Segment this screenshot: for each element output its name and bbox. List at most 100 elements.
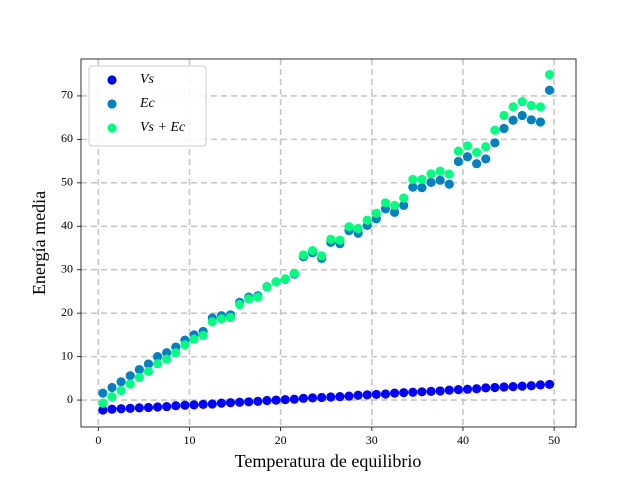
point — [125, 403, 135, 413]
point — [399, 193, 409, 203]
point — [189, 334, 199, 344]
point — [162, 348, 172, 358]
point — [107, 391, 117, 402]
point — [526, 100, 536, 111]
point — [426, 177, 436, 187]
point — [490, 382, 500, 393]
point — [444, 169, 454, 179]
point — [225, 398, 236, 408]
point — [435, 166, 445, 176]
point — [371, 389, 381, 400]
point — [216, 314, 226, 324]
point — [472, 384, 482, 394]
point — [481, 154, 491, 164]
x-tick-label: 20 — [275, 433, 287, 447]
point — [326, 234, 336, 244]
legend-marker — [107, 123, 117, 133]
legend-label: Vs + Ec — [140, 120, 186, 135]
point — [544, 379, 555, 390]
point — [371, 208, 381, 218]
point — [116, 385, 126, 396]
point — [262, 282, 272, 292]
legend-marker — [107, 99, 117, 109]
point — [481, 142, 491, 152]
point — [289, 394, 299, 404]
y-tick-label: 30 — [61, 261, 73, 275]
point — [335, 235, 345, 245]
point — [298, 250, 309, 260]
point — [453, 156, 464, 167]
point — [207, 317, 217, 327]
point — [180, 340, 190, 350]
y-tick-label: 70 — [61, 88, 73, 102]
point — [362, 215, 372, 225]
x-tick-label: 30 — [366, 433, 378, 447]
point — [353, 390, 363, 400]
legend-box — [88, 65, 207, 147]
point — [307, 393, 318, 403]
point — [244, 397, 254, 407]
point — [453, 146, 464, 156]
y-tick-label: 20 — [61, 305, 73, 319]
x-axis-label: Temperatura de equilibrio — [235, 451, 422, 471]
point — [472, 159, 482, 169]
point — [462, 384, 473, 394]
point — [253, 396, 263, 406]
point — [262, 395, 272, 406]
point — [481, 383, 491, 393]
point — [399, 200, 409, 211]
point — [171, 348, 181, 358]
y-tick-label: 10 — [61, 348, 73, 362]
point — [280, 395, 290, 405]
point — [180, 400, 190, 410]
y-tick-label: 0 — [67, 392, 73, 406]
point — [462, 141, 473, 151]
point — [389, 388, 400, 398]
point — [417, 174, 427, 184]
point — [198, 399, 208, 410]
point — [98, 388, 108, 398]
legend-label: Vs — [140, 72, 155, 87]
point — [152, 352, 163, 362]
point — [544, 85, 555, 95]
point — [98, 398, 108, 408]
point — [526, 381, 536, 391]
point — [444, 179, 454, 189]
point — [253, 292, 263, 302]
point — [225, 312, 236, 323]
point — [508, 381, 518, 392]
x-tick-label: 10 — [183, 433, 195, 447]
point — [335, 391, 345, 402]
y-tick-label: 50 — [61, 175, 73, 189]
point — [535, 380, 546, 390]
point — [435, 175, 445, 185]
y-axis-label: Energía media — [29, 191, 49, 295]
legend-label: Ec — [139, 96, 156, 111]
point — [244, 294, 254, 304]
point — [171, 401, 181, 411]
x-tick-label: 0 — [95, 433, 101, 447]
point — [189, 400, 199, 410]
point — [134, 365, 144, 375]
point — [235, 299, 245, 310]
point — [462, 152, 473, 162]
point — [143, 366, 154, 376]
point — [426, 386, 436, 396]
point — [353, 223, 363, 234]
point — [408, 387, 418, 397]
point — [116, 404, 126, 414]
point — [235, 397, 245, 407]
point — [362, 390, 372, 400]
point — [517, 110, 527, 121]
point — [125, 371, 135, 381]
point — [107, 382, 117, 393]
point — [125, 379, 135, 389]
point — [143, 402, 154, 413]
point — [216, 398, 226, 408]
point — [280, 274, 290, 284]
plot-frame — [80, 58, 577, 428]
point — [472, 147, 482, 158]
point — [408, 182, 418, 192]
point — [535, 102, 546, 112]
point — [508, 102, 518, 112]
